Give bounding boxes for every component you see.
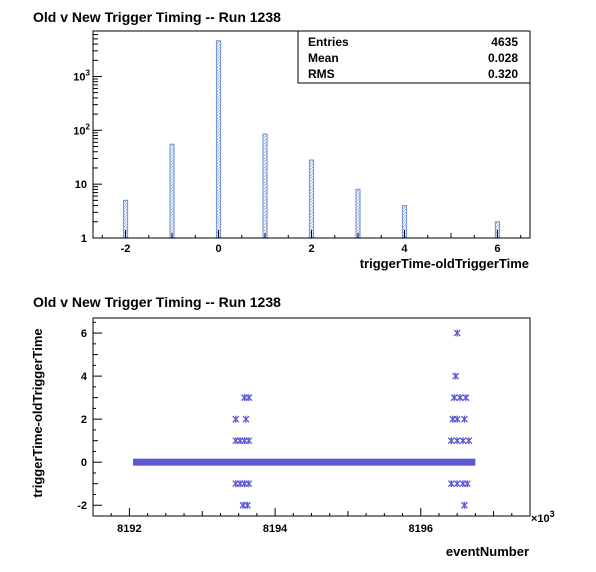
scatter-point — [447, 437, 455, 445]
scatter-point — [453, 415, 461, 423]
scatter-point — [447, 480, 455, 488]
histogram-x-tick-label: 0 — [215, 243, 221, 255]
scatter-y-tick-label: -2 — [77, 500, 87, 512]
histogram-x-tick-label: 6 — [494, 243, 500, 255]
histogram-title: Old v New Trigger Timing -- Run 1238 — [33, 9, 281, 25]
stats-value: 0.028 — [488, 51, 518, 65]
scatter-point — [456, 394, 464, 402]
scatter-point — [460, 415, 468, 423]
scatter-point — [450, 394, 458, 402]
scatter-y-tick-label: 4 — [81, 371, 88, 383]
histogram-bars — [122, 40, 501, 239]
scatter-y-tick-label: 6 — [81, 328, 87, 340]
stats-box-border — [297, 30, 531, 84]
scatter-x-multiplier: ×103 — [531, 509, 555, 525]
scatter-baseline-band — [133, 458, 476, 466]
scatter-point — [460, 501, 468, 509]
stats-label: Mean — [308, 51, 339, 65]
scatter-axes: 8192 8194 8196 -2 0 2 4 6 — [77, 321, 531, 535]
scatter-point — [453, 480, 461, 488]
scatter-x-axis-label: eventNumber — [446, 544, 529, 559]
histogram-y-tick-label: 102 — [73, 122, 90, 137]
histogram-bar — [355, 188, 361, 239]
scatter-x-tick-label: 8194 — [263, 523, 288, 535]
histogram-x-axis-label: triggerTime-oldTriggerTime — [360, 256, 529, 271]
histogram-y-tick-label: 1 — [81, 233, 87, 245]
histogram-bar — [215, 40, 222, 239]
scatter-point — [465, 437, 473, 445]
stats-box: Entries 4635 Mean 0.028 RMS 0.320 — [297, 30, 531, 84]
scatter-point — [453, 329, 461, 337]
scatter-y-axis-label: triggerTime-oldTriggerTime — [30, 328, 45, 497]
scatter-title: Old v New Trigger Timing -- Run 1238 — [33, 294, 281, 310]
stats-label: RMS — [308, 67, 335, 81]
scatter-point — [452, 372, 460, 380]
stats-label: Entries — [308, 35, 349, 49]
scatter-point — [245, 480, 253, 488]
scatter-point — [459, 437, 467, 445]
scatter-y-tick-label: 0 — [81, 457, 87, 469]
scatter-point — [242, 415, 250, 423]
scatter-point — [453, 437, 461, 445]
x-multiplier-exp: 3 — [550, 509, 555, 519]
histogram-bar — [169, 143, 175, 239]
stats-value: 0.320 — [488, 67, 518, 81]
histogram-panel: Old v New Trigger Timing -- Run 1238 -2 0… — [33, 9, 531, 271]
histogram-bar — [308, 159, 315, 239]
histogram-y-tick-label: 103 — [73, 68, 90, 83]
scatter-point — [245, 394, 253, 402]
scatter-point — [232, 415, 240, 423]
scatter-point — [245, 437, 253, 445]
scatter-point — [463, 480, 471, 488]
scatter-x-tick-label: 8196 — [409, 523, 433, 535]
histogram-bar — [262, 133, 268, 239]
histogram-x-tick-label: 2 — [308, 243, 314, 255]
histogram-x-tick-label: 4 — [401, 243, 408, 255]
histogram-x-tick-label: -2 — [121, 243, 131, 255]
scatter-x-tick-label: 8192 — [117, 523, 141, 535]
scatter-points — [133, 329, 476, 509]
histogram-axes: -2 0 2 4 6 1 10 102 103 — [73, 30, 522, 255]
scatter-panel: Old v New Trigger Timing -- Run 1238 819… — [30, 294, 555, 559]
scatter-point — [462, 394, 470, 402]
histogram-y-tick-label: 10 — [75, 179, 87, 191]
x-multiplier-base: ×10 — [531, 513, 550, 525]
scatter-point — [243, 501, 251, 509]
scatter-y-tick-label: 2 — [81, 414, 87, 426]
stats-value: 4635 — [491, 35, 518, 49]
